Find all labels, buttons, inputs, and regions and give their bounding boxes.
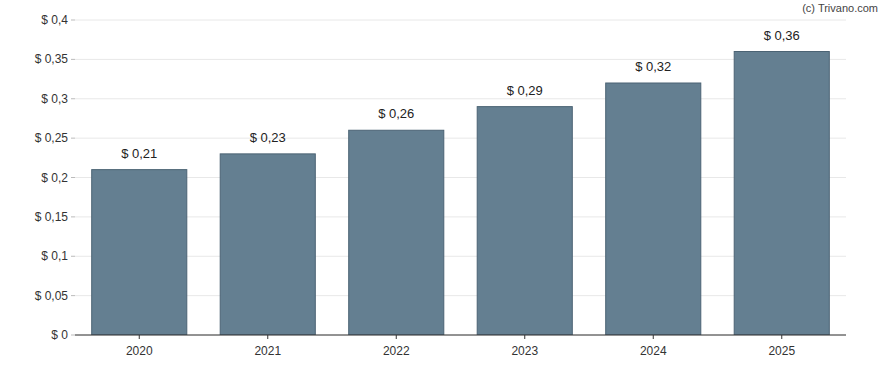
y-tick [71, 98, 75, 99]
y-tick [71, 138, 75, 139]
x-tick [653, 335, 654, 339]
bar [606, 83, 701, 335]
y-tick-label: $ 0,1 [41, 249, 68, 263]
bar [92, 170, 187, 335]
data-label: $ 0,23 [250, 130, 286, 145]
x-tick [396, 335, 397, 339]
x-tick-label: 2023 [511, 344, 538, 358]
y-tick-label: $ 0,35 [35, 52, 69, 66]
data-label: $ 0,36 [764, 28, 800, 43]
data-label: $ 0,32 [635, 59, 671, 74]
data-label: $ 0,29 [507, 83, 543, 98]
y-tick [71, 256, 75, 257]
y-tick-label: $ 0,15 [35, 210, 69, 224]
grid-line [75, 98, 846, 99]
x-tick [781, 335, 782, 339]
x-tick-label: 2025 [768, 344, 795, 358]
data-label: $ 0,21 [121, 146, 157, 161]
x-tick-label: 2024 [640, 344, 667, 358]
y-tick-label: $ 0,2 [41, 171, 68, 185]
chart-svg: $ 0 $ 0,05 $ 0,1 $ 0,15 $ 0,2 $ 0,25 $ 0,3 $ 0,… [0, 0, 888, 370]
x-tick [139, 335, 140, 339]
y-tick [71, 216, 75, 217]
bar [734, 52, 829, 336]
y-tick [71, 177, 75, 178]
bars [92, 52, 830, 336]
x-tick-label: 2020 [126, 344, 153, 358]
y-tick-label: $ 0,25 [35, 131, 69, 145]
data-label: $ 0,26 [378, 106, 414, 121]
grid-line [75, 138, 846, 139]
bar [349, 130, 444, 335]
y-tick-label: $ 0 [51, 328, 68, 342]
x-axis [75, 335, 846, 336]
x-tick [267, 335, 268, 339]
y-tick-label: $ 0,3 [41, 92, 68, 106]
bar [477, 107, 572, 335]
grid-line [75, 256, 846, 257]
bar [220, 154, 315, 335]
y-tick [71, 295, 75, 296]
x-tick-label: 2022 [383, 344, 410, 358]
grid-line [75, 20, 846, 21]
x-tick-label: 2021 [254, 344, 281, 358]
x-tick [524, 335, 525, 339]
y-tick [71, 335, 75, 336]
grid-line [75, 295, 846, 296]
y-tick-label: $ 0,4 [41, 13, 68, 27]
y-tick [71, 20, 75, 21]
grid-line [75, 177, 846, 178]
grid-line [75, 216, 846, 217]
annotation: (c) Trivano.com [802, 2, 878, 14]
chart-container: $ 0 $ 0,05 $ 0,1 $ 0,15 $ 0,2 $ 0,25 $ 0,3 $ 0,… [0, 0, 888, 370]
y-tick [71, 59, 75, 60]
y-tick-label: $ 0,05 [35, 289, 69, 303]
grid-line [75, 59, 846, 60]
grid-line [75, 335, 846, 336]
